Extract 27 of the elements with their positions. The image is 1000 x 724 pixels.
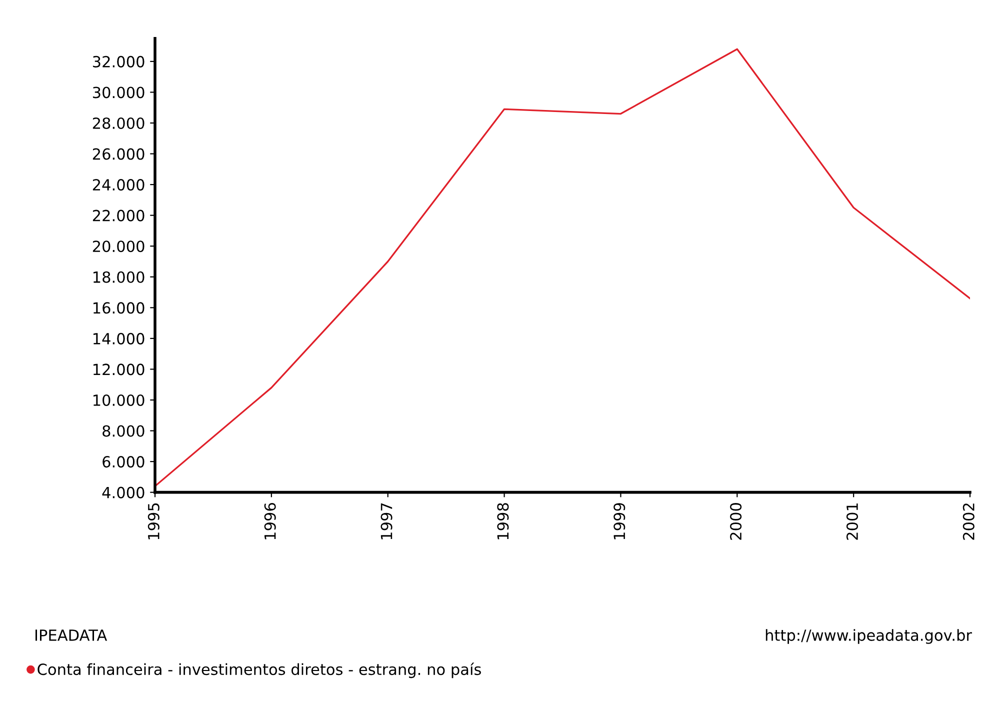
y-tick-label: 24.000 — [92, 179, 144, 191]
y-tick-label: 32.000 — [92, 56, 144, 68]
y-tick-label: 30.000 — [92, 86, 144, 98]
x-tick-label: 2000 — [730, 503, 742, 540]
x-tick-label: 1998 — [497, 503, 509, 540]
y-tick-label: 26.000 — [92, 148, 144, 160]
x-tick-label: 1995 — [148, 503, 160, 540]
y-tick-label: 18.000 — [94, 271, 144, 283]
x-tick-label: 1996 — [264, 503, 276, 540]
y-tick-label: 16.000 — [94, 302, 144, 314]
y-tick-label: 22.000 — [92, 210, 144, 222]
y-tick-label: 20.000 — [92, 240, 144, 252]
y-tick-label: 4.000 — [102, 486, 144, 498]
x-tick-label: 2001 — [846, 503, 858, 540]
y-tick-label: 12.000 — [94, 364, 144, 376]
text: IPEADATA — [36, 630, 108, 641]
x-tick-label: 1999 — [614, 503, 626, 540]
x-tick-label: 1997 — [380, 503, 392, 540]
x-tick-label: 2002 — [962, 504, 974, 540]
y-tick-label: 28.000 — [92, 117, 144, 130]
legend-label: Conta financeira - investimentos diretos - estrang. no país — [38, 662, 481, 678]
y-tick-label: 6.000 — [102, 456, 144, 468]
y-tick-label: 8.000 — [102, 425, 144, 437]
y-tick-label: 10.000 — [94, 394, 144, 406]
line-series — [155, 48, 970, 487]
text: http://www.ipeadata.gov.br — [766, 629, 972, 644]
y-tick-label: 14.000 — [94, 332, 144, 344]
